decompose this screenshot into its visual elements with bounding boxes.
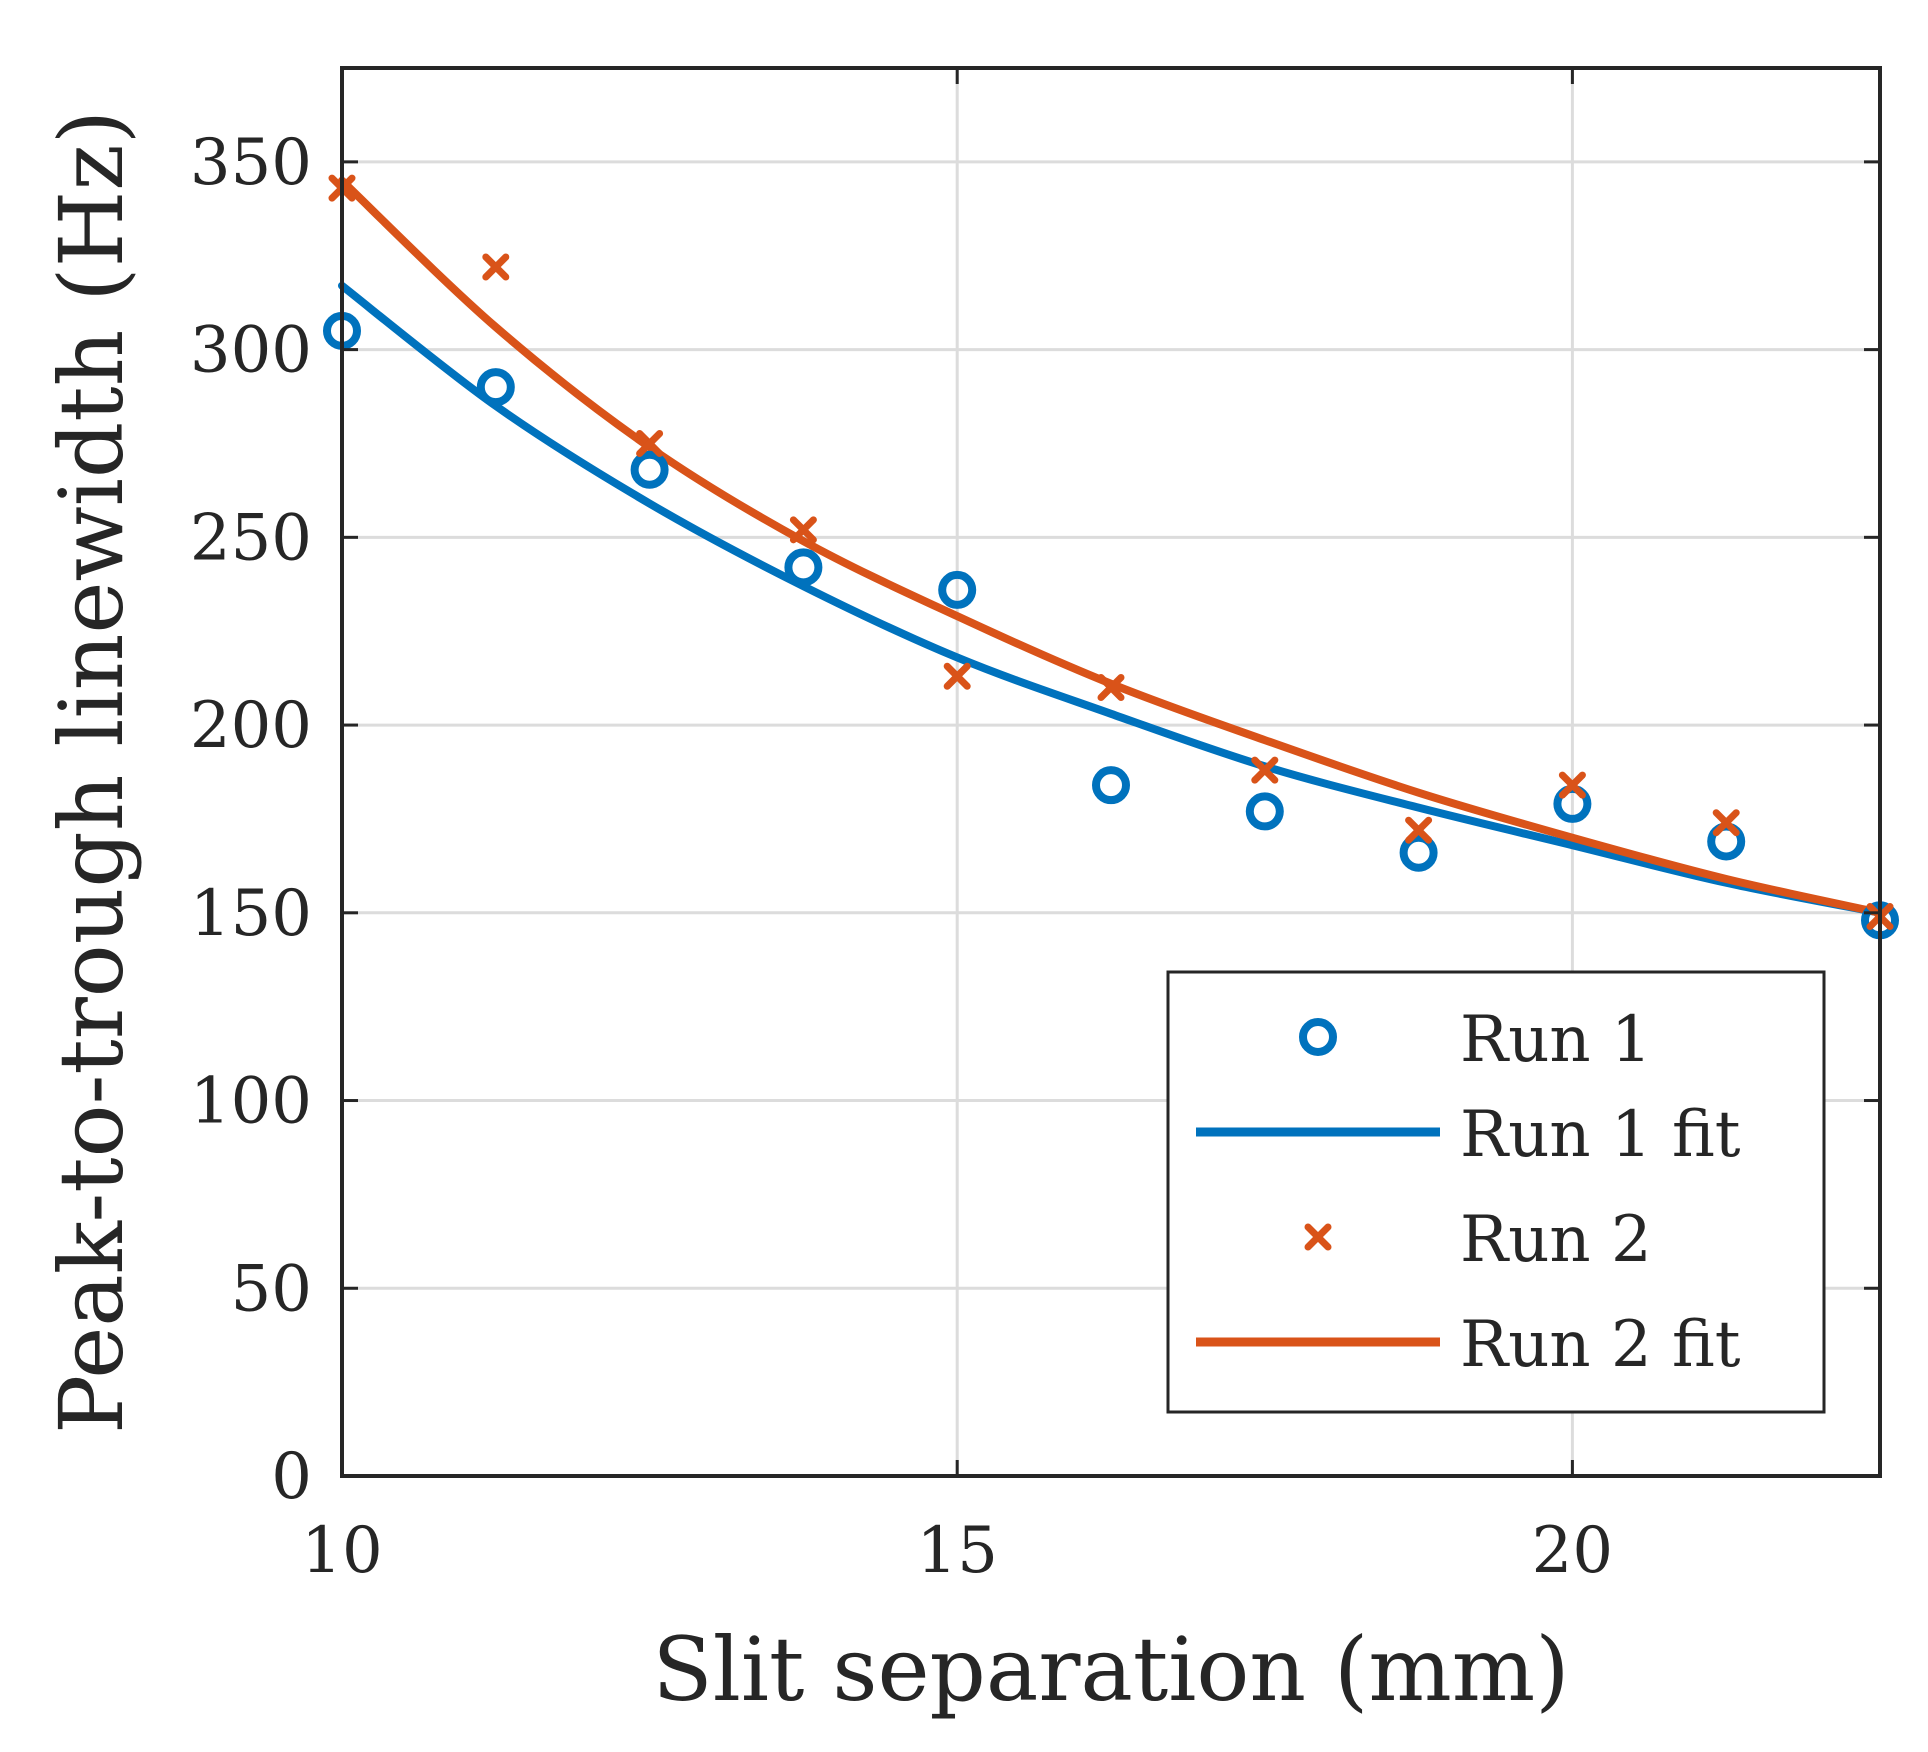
run-1-fit-line xyxy=(338,281,1884,917)
run-1-point xyxy=(784,548,823,587)
y-tick-label: 250 xyxy=(190,501,312,575)
legend-label-run-2: Run 2 xyxy=(1460,1203,1652,1277)
run-2-point xyxy=(1712,809,1740,837)
run-2-point-stroke-b xyxy=(636,429,664,457)
run-2-point xyxy=(789,516,817,544)
run-1-point xyxy=(476,368,515,407)
run-2-point-stroke-b xyxy=(789,516,817,544)
run-2-point-stroke-b xyxy=(1712,809,1740,837)
run-2-point-stroke-b xyxy=(1251,756,1279,784)
y-tick-label: 300 xyxy=(190,314,312,388)
x-tick-label: 15 xyxy=(916,1514,997,1588)
legend-swatch-run-1 xyxy=(1299,1018,1337,1056)
y-tick-label: 350 xyxy=(190,126,312,200)
legend-entries: Run 1 Run 1 fit Run 2 Run 2 fit xyxy=(1196,1003,1741,1382)
run-1-point xyxy=(938,570,977,609)
run-2-point-stroke-b xyxy=(1405,816,1433,844)
run-1-point xyxy=(1092,766,1130,805)
run-2-point-stroke-b xyxy=(1097,674,1125,702)
grid xyxy=(340,68,1880,1476)
x-tick-label: 10 xyxy=(301,1514,382,1588)
run-1-point xyxy=(1245,792,1284,831)
legend-swatch-run-2-stroke-b xyxy=(1304,1223,1332,1251)
x-axis-label: Slit separation (mm) xyxy=(652,1618,1569,1721)
plot-area-frame xyxy=(340,66,1882,1478)
y-axis-label: Peak-to-trough linewidth (Hz) xyxy=(40,110,143,1434)
run-1-point xyxy=(1399,833,1438,872)
run-2-point xyxy=(943,662,971,690)
y-tick-label: 0 xyxy=(271,1440,312,1514)
legend: Run 1 Run 1 fit Run 2 Run 2 fit xyxy=(1166,970,1826,1414)
y-tick-label: 50 xyxy=(231,1252,312,1326)
ticks xyxy=(340,68,1880,1478)
y-tick-label: 100 xyxy=(190,1065,312,1139)
run-2-point xyxy=(636,429,664,457)
run-2-point xyxy=(482,253,510,281)
legend-label-run-2-fit: Run 2 fit xyxy=(1460,1308,1741,1382)
legend-label-run-1: Run 1 xyxy=(1460,1003,1652,1077)
run-2-point xyxy=(1251,756,1279,784)
run-2-point-stroke-b xyxy=(482,253,510,281)
run-2-point-stroke-b xyxy=(1558,771,1586,799)
run-2-fit-line xyxy=(338,176,1884,917)
x-tick-label: 20 xyxy=(1532,1514,1613,1588)
legend-swatch-run-2 xyxy=(1304,1223,1332,1251)
legend-label-run-1-fit: Run 1 fit xyxy=(1460,1098,1741,1172)
y-tick-label: 150 xyxy=(190,877,312,951)
y-tick-label: 200 xyxy=(190,689,312,763)
run-1-point xyxy=(630,450,669,489)
run-2-point-stroke-b xyxy=(943,662,971,690)
run-2-point xyxy=(1558,771,1586,799)
series-layer xyxy=(323,174,1899,940)
run-2-point xyxy=(1097,674,1125,702)
run-2-point xyxy=(1405,816,1433,844)
